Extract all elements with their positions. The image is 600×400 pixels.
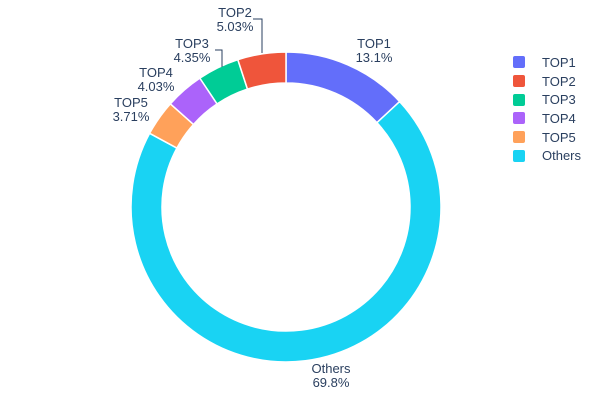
legend-swatch-top1	[513, 56, 525, 69]
legend-item-top2[interactable]: TOP2	[513, 72, 581, 91]
legend-swatch-top3	[513, 93, 525, 106]
legend-label-top5: TOP5	[542, 129, 576, 145]
label-leader-line-top2	[253, 18, 263, 53]
slice-label-top4-name: TOP4	[139, 65, 173, 80]
legend-item-others[interactable]: Others	[513, 146, 581, 165]
slice-label-top4-percent: 4.03%	[137, 79, 175, 94]
legend-label-others: Others	[542, 148, 582, 164]
legend-item-top1[interactable]: TOP1	[513, 53, 581, 72]
legend-swatch-top5	[513, 131, 525, 144]
legend: TOP1 TOP2 TOP3 TOP4 TOP5 Others	[513, 53, 581, 165]
slice-label-top2: TOP2 5.03%	[165, 6, 305, 34]
legend-swatch-top4	[513, 112, 525, 125]
legend-item-top4[interactable]: TOP4	[513, 109, 581, 128]
slice-label-top3: TOP3 4.35%	[122, 37, 262, 65]
slice-label-top1: TOP1 13.1%	[304, 37, 444, 65]
legend-label-top3: TOP3	[542, 92, 576, 108]
slice-label-top4: TOP4 4.03%	[86, 66, 226, 94]
slice-label-top3-name: TOP3	[175, 36, 209, 51]
slice-label-top5-name: TOP5	[114, 95, 148, 110]
slice-label-top2-name: TOP2	[218, 5, 252, 20]
pie-slice-top2[interactable]	[236, 51, 287, 91]
slice-label-top5-percent: 3.71%	[112, 109, 150, 124]
slice-label-top5: TOP5 3.71%	[61, 96, 201, 124]
slice-label-top3-percent: 4.35%	[173, 50, 211, 65]
legend-item-top3[interactable]: TOP3	[513, 90, 581, 109]
slice-label-top1-name: TOP1	[357, 36, 391, 51]
slice-label-others-name: Others	[311, 361, 351, 376]
legend-swatch-top2	[513, 75, 525, 88]
slice-label-top2-percent: 5.03%	[216, 19, 254, 34]
slice-label-others-percent: 69.8%	[312, 375, 350, 390]
slice-label-top1-percent: 13.1%	[355, 50, 393, 65]
legend-label-top4: TOP4	[542, 110, 576, 126]
legend-label-top2: TOP2	[542, 73, 576, 89]
label-leader-line-top3	[215, 49, 223, 67]
slice-label-others: Others 69.8%	[261, 362, 401, 390]
pie-slice-others[interactable]	[130, 100, 442, 363]
legend-label-top1: TOP1	[542, 54, 576, 70]
legend-item-top5[interactable]: TOP5	[513, 128, 581, 147]
legend-swatch-others	[513, 149, 525, 162]
